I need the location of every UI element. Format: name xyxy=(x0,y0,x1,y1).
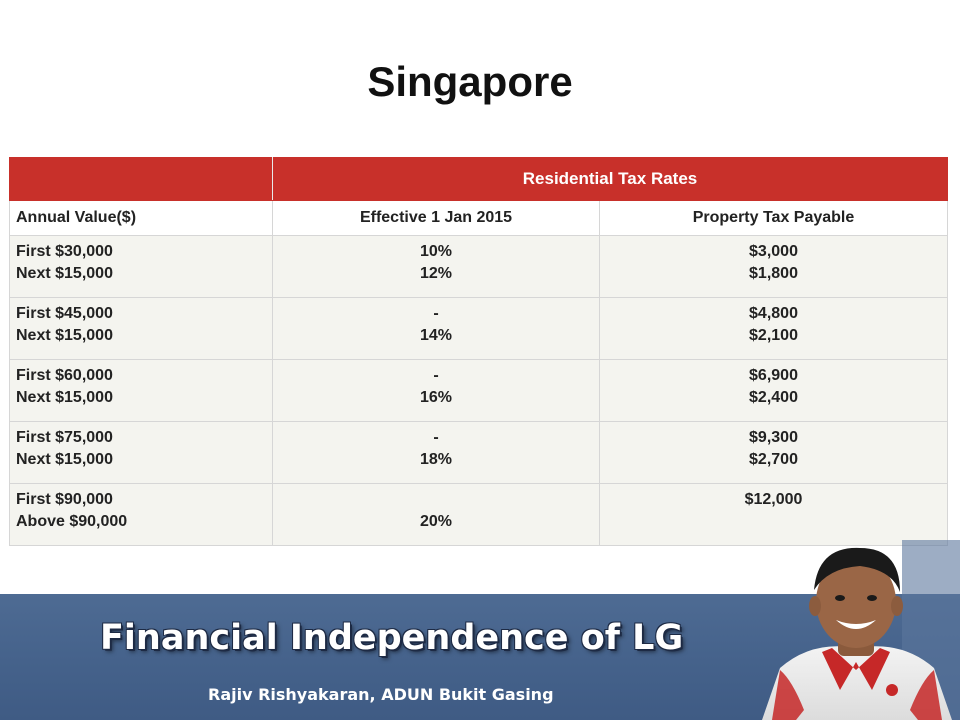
payable-line: $2,400 xyxy=(749,389,798,406)
rate-line: - xyxy=(433,305,439,322)
rate-cell: - 14% xyxy=(272,297,600,360)
table-row: First $45,000 Next $15,000 - 14% $4,800 … xyxy=(9,297,949,360)
payable-line: $2,100 xyxy=(749,327,798,344)
payable-cell: $6,900 $2,400 xyxy=(598,359,949,422)
person-portrait-icon xyxy=(762,540,960,720)
table-band-blank-cell xyxy=(9,157,273,201)
rate-cell: - 16% xyxy=(272,359,600,422)
payable-line: $12,000 xyxy=(744,491,803,508)
payable-line: $6,900 xyxy=(749,367,798,384)
rate-line: 16% xyxy=(419,389,453,406)
payable-line: $9,300 xyxy=(749,429,798,446)
slide-title: Singapore xyxy=(367,58,573,105)
table-row: First $60,000 Next $15,000 - 16% $6,900 … xyxy=(9,359,949,422)
rate-cell: 20% xyxy=(272,483,600,546)
rate-line: 14% xyxy=(419,327,453,344)
rate-line: 18% xyxy=(419,451,453,468)
annual-value-cell: First $30,000 Next $15,000 xyxy=(9,235,273,298)
annual-value-line: First $90,000 xyxy=(16,491,113,508)
annual-value-cell: First $45,000 Next $15,000 xyxy=(9,297,273,360)
payable-line: $2,700 xyxy=(749,451,798,468)
table-row: First $90,000 Above $90,000 20% $12,000 xyxy=(9,483,949,546)
payable-cell: $3,000 $1,800 xyxy=(598,235,949,298)
annual-value-line: Next $15,000 xyxy=(16,265,113,282)
rate-line: - xyxy=(433,367,439,384)
column-header-annual-value: Annual Value($) xyxy=(9,200,273,236)
footer-title: Financial Independence of LG xyxy=(100,618,684,658)
column-header-effective-rate: Effective 1 Jan 2015 xyxy=(272,200,600,236)
table-band-label: Residential Tax Rates xyxy=(271,157,949,201)
annual-value-line: First $60,000 xyxy=(16,367,113,384)
rate-line: 20% xyxy=(419,513,453,530)
payable-cell: $4,800 $2,100 xyxy=(598,297,949,360)
tax-rates-table: Residential Tax Rates Annual Value($) Ef… xyxy=(9,157,949,546)
table-header-row: Annual Value($) Effective 1 Jan 2015 Pro… xyxy=(9,200,949,236)
annual-value-line: Above $90,000 xyxy=(16,513,128,530)
annual-value-cell: First $60,000 Next $15,000 xyxy=(9,359,273,422)
rate-line: - xyxy=(433,429,439,446)
annual-value-line: First $75,000 xyxy=(16,429,113,446)
footer-subtitle: Rajiv Rishyakaran, ADUN Bukit Gasing xyxy=(208,685,554,704)
payable-cell: $12,000 xyxy=(598,483,949,546)
rate-cell: - 18% xyxy=(272,421,600,484)
payable-line: $1,800 xyxy=(749,265,798,282)
rate-line: 12% xyxy=(419,265,453,282)
annual-value-cell: First $90,000 Above $90,000 xyxy=(9,483,273,546)
annual-value-line: Next $15,000 xyxy=(16,451,113,468)
annual-value-line: Next $15,000 xyxy=(16,327,113,344)
rate-cell: 10% 12% xyxy=(272,235,600,298)
rate-line: 10% xyxy=(419,243,453,260)
table-row: First $30,000 Next $15,000 10% 12% $3,00… xyxy=(9,235,949,298)
annual-value-line: First $45,000 xyxy=(16,305,113,322)
column-header-tax-payable: Property Tax Payable xyxy=(598,200,949,236)
annual-value-line: First $30,000 xyxy=(16,243,113,260)
rate-line xyxy=(279,489,593,511)
annual-value-line: Next $15,000 xyxy=(16,389,113,406)
payable-cell: $9,300 $2,700 xyxy=(598,421,949,484)
table-band-row: Residential Tax Rates xyxy=(9,157,949,201)
payable-line: $3,000 xyxy=(749,243,798,260)
payable-line: $4,800 xyxy=(749,305,798,322)
table-row: First $75,000 Next $15,000 - 18% $9,300 … xyxy=(9,421,949,484)
annual-value-cell: First $75,000 Next $15,000 xyxy=(9,421,273,484)
